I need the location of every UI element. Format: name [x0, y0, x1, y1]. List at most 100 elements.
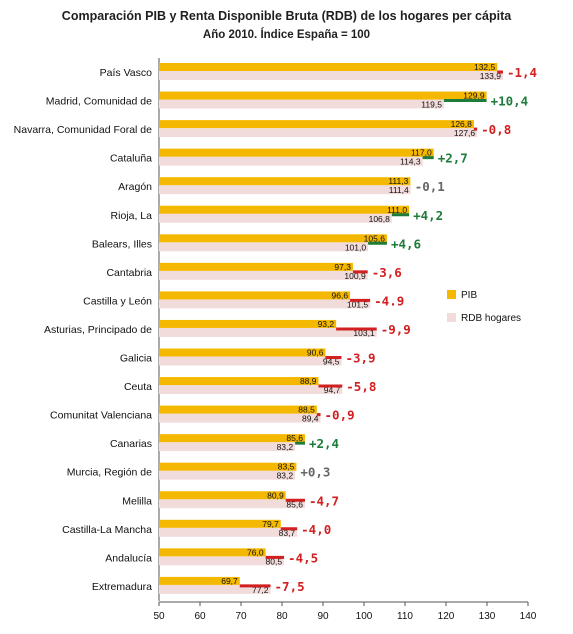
- difference-label: -5,8: [346, 379, 376, 394]
- pib-bar: [159, 405, 317, 414]
- category-label: Cataluña: [110, 153, 152, 165]
- pib-value-label: 69,7: [221, 576, 238, 586]
- x-tick-label: 80: [276, 611, 288, 622]
- rdb-bar: [159, 556, 285, 566]
- x-tick-label: 50: [153, 611, 165, 622]
- difference-label: -4,7: [309, 493, 339, 508]
- pib-bar: [159, 348, 326, 357]
- pib-bar: [159, 234, 387, 243]
- chart-title: Comparación PIB y Renta Disponible Bruta…: [61, 9, 512, 23]
- category-label: Extremadura: [92, 581, 152, 593]
- pib-bar: [159, 319, 337, 328]
- difference-label: -7,5: [275, 579, 305, 594]
- category-label: Castilla y León: [83, 295, 152, 307]
- pib-bar: [159, 262, 353, 271]
- category-label: Balears, Illes: [92, 238, 152, 250]
- pib-value-label: 83,5: [278, 462, 295, 472]
- legend-swatch-rdb: [447, 313, 456, 322]
- category-label: Asturias, Principado de: [44, 324, 152, 336]
- pib-bar: [159, 576, 240, 585]
- pib-bar: [159, 205, 410, 214]
- pib-value-label: 129,9: [463, 91, 485, 101]
- rdb-value-label: 94,5: [323, 357, 340, 367]
- difference-label: +10,4: [491, 94, 529, 109]
- pib-value-label: 97,3: [334, 262, 351, 272]
- rdb-bar: [159, 499, 305, 509]
- pib-value-label: 93,2: [318, 319, 335, 329]
- rdb-bar: [159, 527, 298, 537]
- pib-value-label: 88,9: [300, 376, 317, 386]
- rdb-value-label: 77,2: [252, 585, 269, 595]
- difference-label: -3,6: [372, 265, 402, 280]
- rdb-bar: [159, 442, 296, 452]
- rdb-bar: [159, 156, 423, 166]
- pib-bar: [159, 177, 411, 186]
- pib-bar: [159, 548, 266, 557]
- pib-bar: [159, 148, 434, 157]
- category-label: Galicia: [120, 353, 152, 365]
- rdb-value-label: 103,1: [353, 328, 375, 338]
- difference-label: -9,9: [381, 322, 411, 337]
- x-tick-label: 70: [235, 611, 247, 622]
- x-tick-label: 60: [194, 611, 206, 622]
- pib-value-label: 79,7: [262, 519, 279, 529]
- category-label: Cantabria: [106, 267, 152, 279]
- category-label: Melilla: [122, 495, 152, 507]
- rdb-bar: [159, 185, 411, 195]
- rdb-bar: [159, 128, 478, 138]
- category-label: Canarias: [110, 438, 152, 450]
- pib-bar: [159, 91, 487, 100]
- pib-value-label: 96,6: [332, 290, 349, 300]
- category-label: Comunitat Valenciana: [50, 410, 152, 422]
- rdb-bar: [159, 470, 296, 480]
- legend-swatch-pib: [447, 290, 456, 299]
- category-label: Rioja, La: [111, 210, 153, 222]
- difference-label: -0,8: [481, 122, 511, 137]
- rdb-value-label: 111,4: [389, 185, 409, 195]
- category-label: Navarra, Comunidad Foral de: [14, 124, 152, 136]
- category-label: Andalucía: [105, 552, 152, 564]
- rdb-value-label: 101,0: [345, 242, 367, 252]
- pib-bar: [159, 462, 297, 471]
- pib-bar: [159, 434, 305, 443]
- difference-label: -4,5: [288, 550, 318, 565]
- category-label: Aragón: [118, 181, 152, 193]
- difference-label: -4.9: [374, 293, 404, 308]
- chart-subtitle: Año 2010. Índice España = 100: [202, 29, 371, 41]
- pib-bar: [159, 120, 474, 129]
- rdb-value-label: 106,8: [369, 214, 391, 224]
- x-tick-label: 130: [479, 611, 496, 622]
- pib-value-label: 111,3: [388, 176, 408, 186]
- legend-label-rdb: RDB hogares: [461, 313, 521, 324]
- rdb-value-label: 101,5: [347, 299, 369, 309]
- category-label: Madrid, Comunidad de: [46, 96, 152, 108]
- rdb-bar: [159, 71, 503, 80]
- category-label: Murcia, Región de: [67, 467, 152, 479]
- category-label: Castilla-La Mancha: [62, 524, 152, 536]
- x-tick-label: 120: [438, 611, 455, 622]
- rdb-value-label: 80,5: [266, 556, 283, 566]
- difference-label: +2,4: [309, 436, 339, 451]
- rdb-bar: [159, 584, 271, 594]
- rdb-bar: [159, 270, 368, 280]
- pib-bar: [159, 63, 498, 71]
- pib-value-label: 80,9: [267, 490, 284, 500]
- difference-label: +4,6: [391, 236, 421, 251]
- legend-label-pib: PIB: [461, 290, 477, 301]
- pib-value-label: 117,0: [411, 148, 432, 158]
- rdb-value-label: 83,2: [277, 471, 294, 481]
- rdb-bar: [159, 327, 377, 337]
- rdb-value-label: 100,9: [344, 271, 366, 281]
- rdb-value-label: 85,6: [286, 499, 303, 509]
- pib-bar: [159, 377, 319, 386]
- rdb-value-label: 119,5: [421, 100, 442, 110]
- pib-value-label: 105,6: [364, 233, 386, 243]
- rdb-value-label: 94,7: [324, 385, 341, 395]
- rdb-bar: [159, 413, 321, 423]
- category-label: Ceuta: [124, 381, 152, 393]
- difference-label: +2,7: [438, 151, 468, 166]
- rdb-bar: [159, 242, 369, 252]
- pib-value-label: 90,6: [307, 348, 324, 358]
- rdb-value-label: 83,2: [277, 442, 294, 452]
